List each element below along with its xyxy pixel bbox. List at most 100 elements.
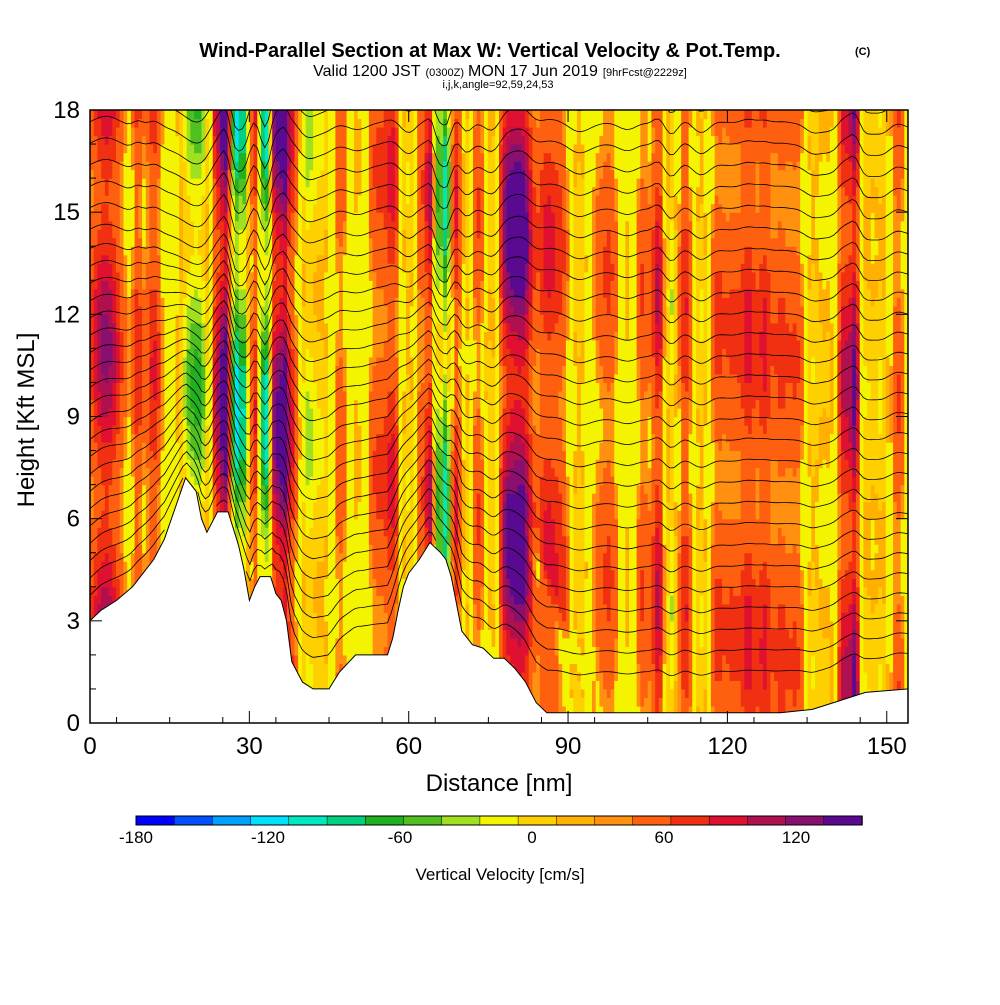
velocity-cell	[238, 229, 243, 239]
velocity-cell	[305, 467, 310, 477]
velocity-cell	[335, 646, 340, 656]
velocity-cell	[164, 416, 169, 426]
velocity-cell	[186, 144, 191, 154]
velocity-cell	[320, 527, 325, 537]
velocity-cell	[153, 356, 158, 366]
velocity-cell	[324, 433, 329, 443]
velocity-cell	[223, 263, 229, 273]
velocity-cell	[186, 322, 191, 332]
velocity-cell	[279, 127, 284, 137]
velocity-cell	[301, 237, 307, 247]
velocity-cell	[227, 237, 232, 247]
velocity-cell	[331, 391, 336, 401]
velocity-cell	[309, 459, 314, 469]
velocity-cell	[116, 501, 121, 511]
velocity-cell	[328, 595, 333, 605]
velocity-cell	[309, 671, 314, 681]
velocity-cell	[209, 305, 214, 315]
velocity-cell	[171, 178, 177, 188]
velocity-cell	[275, 246, 281, 256]
velocity-cell	[149, 110, 154, 120]
velocity-cell	[290, 161, 296, 171]
velocity-cell	[342, 314, 348, 324]
velocity-cell	[301, 203, 307, 213]
velocity-cell	[290, 118, 296, 128]
velocity-cell	[335, 263, 340, 273]
velocity-cell	[301, 152, 307, 162]
velocity-cell	[331, 569, 336, 579]
velocity-cell	[127, 144, 132, 154]
velocity-cell	[119, 552, 124, 562]
velocity-cell	[257, 459, 262, 469]
velocity-cell	[324, 229, 329, 239]
velocity-cell	[171, 382, 177, 392]
velocity-cell	[246, 578, 251, 588]
velocity-cell	[116, 569, 121, 579]
velocity-cell	[339, 561, 344, 571]
velocity-cell	[104, 254, 110, 264]
velocity-cell	[205, 169, 210, 179]
velocity-cell	[93, 220, 98, 230]
velocity-cell	[342, 527, 348, 537]
velocity-cell	[216, 305, 221, 315]
velocity-cell	[127, 305, 132, 315]
velocity-cell	[316, 391, 322, 401]
velocity-cell	[264, 178, 270, 188]
velocity-cell	[335, 373, 340, 383]
velocity-cell	[93, 288, 98, 298]
velocity-cell	[253, 135, 258, 145]
velocity-cell	[108, 459, 113, 469]
velocity-cell	[264, 263, 270, 273]
velocity-cell	[320, 595, 325, 605]
velocity-cell	[331, 612, 336, 622]
velocity-cell	[90, 408, 95, 418]
velocity-cell	[238, 280, 243, 290]
velocity-cell	[328, 408, 333, 418]
velocity-cell	[205, 467, 210, 477]
velocity-cell	[130, 280, 136, 290]
velocity-cell	[320, 127, 325, 137]
velocity-cell	[231, 339, 236, 349]
velocity-cell	[112, 280, 117, 290]
velocity-cell	[268, 493, 273, 503]
velocity-cell	[272, 203, 277, 213]
velocity-cell	[342, 237, 348, 247]
velocity-cell	[227, 110, 232, 120]
velocity-cell	[123, 484, 128, 494]
velocity-cell	[123, 152, 128, 162]
velocity-cell	[246, 501, 251, 511]
velocity-cell	[320, 356, 325, 366]
velocity-cell	[342, 510, 348, 520]
velocity-cell	[309, 135, 314, 145]
velocity-cell	[309, 212, 314, 222]
velocity-cell	[156, 459, 162, 469]
velocity-cell	[279, 382, 284, 392]
velocity-cell	[171, 348, 177, 358]
velocity-cell	[112, 297, 117, 307]
velocity-cell	[194, 161, 199, 171]
velocity-cell	[257, 203, 262, 213]
velocity-cell	[209, 391, 214, 401]
velocity-cell	[156, 280, 162, 290]
velocity-cell	[264, 229, 270, 239]
velocity-cell	[261, 535, 266, 545]
velocity-cell	[305, 382, 310, 392]
velocity-cell	[97, 382, 102, 392]
velocity-cell	[301, 271, 307, 281]
velocity-cell	[335, 433, 340, 443]
velocity-cell	[279, 203, 284, 213]
velocity-cell	[145, 348, 151, 358]
velocity-cell	[339, 110, 344, 120]
velocity-cell	[104, 135, 110, 145]
velocity-cell	[324, 135, 329, 145]
velocity-cell	[287, 195, 292, 205]
velocity-cell	[283, 195, 288, 205]
velocity-cell	[168, 348, 173, 358]
velocity-cell	[316, 544, 322, 554]
velocity-cell	[331, 510, 336, 520]
velocity-cell	[305, 169, 310, 179]
velocity-cell	[320, 416, 325, 426]
velocity-cell	[242, 476, 247, 486]
velocity-cell	[238, 331, 243, 341]
velocity-cell	[160, 399, 165, 409]
